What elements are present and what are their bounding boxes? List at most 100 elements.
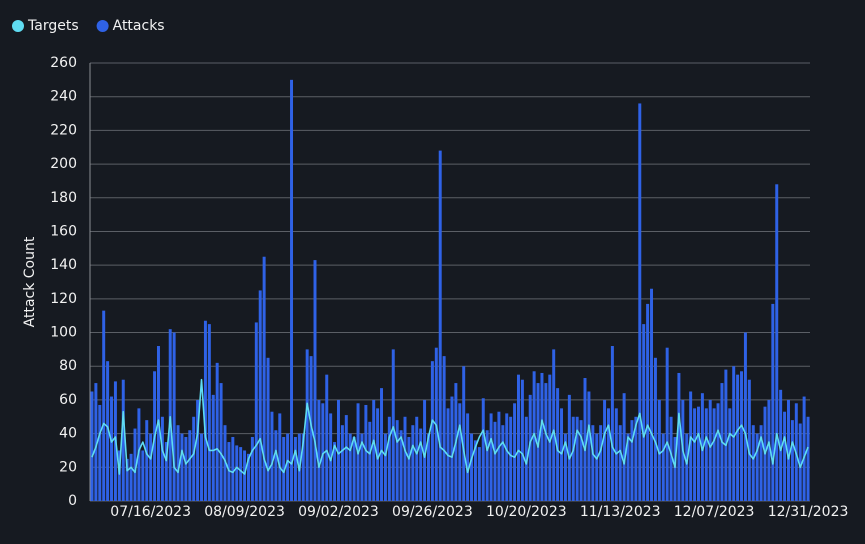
legend-marker[interactable] [96,20,109,32]
bar [180,433,184,501]
bar [493,421,497,501]
bar [743,332,747,501]
bar [102,310,106,501]
bar [98,404,102,501]
bar [556,388,560,501]
bar [219,383,223,501]
bar [325,374,329,501]
bar [751,425,755,501]
bar [677,372,681,501]
bar [661,433,665,501]
bar [516,374,520,501]
bar [423,399,427,501]
bar [223,425,227,501]
bar [775,184,779,502]
bar [352,436,356,501]
bar [544,383,548,501]
bar [579,420,583,501]
bar [575,416,579,501]
bar [458,403,462,501]
y-tick-label: 120 [50,291,77,307]
line [91,378,809,475]
y-tick-label: 40 [59,426,77,442]
bar [540,372,544,501]
bar [560,408,564,501]
bar [497,411,501,501]
bar [520,379,524,501]
bar [262,256,266,501]
bar [121,379,125,501]
bar [732,366,736,501]
bar [399,430,403,501]
y-tick-label: 80 [59,358,77,374]
bar [246,453,250,501]
bar [477,447,481,501]
bar [380,388,384,501]
bar [657,399,661,501]
x-tick-label: 09/02/2023 [298,504,379,520]
bar [669,416,673,501]
bar [340,425,344,501]
bar [712,408,716,501]
bar [90,391,94,501]
bar [293,436,297,501]
bar [728,408,732,501]
bar [653,357,657,501]
bar [419,428,423,501]
bar [383,433,387,501]
bar [239,447,243,501]
bar [184,436,188,501]
bar [606,408,610,501]
bar [305,349,309,501]
bar [591,425,595,501]
bar [634,416,638,501]
bar [336,399,340,501]
y-tick-label: 0 [68,493,77,509]
bar [790,420,794,501]
legend-label[interactable]: Attacks [113,18,165,34]
legend-label[interactable]: Targets [27,18,79,34]
bar [704,408,708,501]
x-tick-label: 07/16/2023 [110,504,191,520]
bar [767,399,771,501]
bar [513,403,517,501]
bar [759,425,763,501]
bar [595,433,599,501]
bar [786,399,790,501]
bar [133,428,137,501]
y-tick-label: 100 [50,325,77,341]
bar [160,416,164,501]
bar [724,369,728,501]
bar [192,416,196,501]
bar [168,329,172,501]
bar [599,425,603,501]
x-tick-label: 12/07/2023 [674,504,755,520]
bar [266,357,270,501]
bar [646,303,650,501]
x-tick-label: 08/09/2023 [204,504,285,520]
bar [798,423,802,501]
bar [254,322,258,501]
bar [250,436,254,501]
bar [481,398,485,501]
bar [395,420,399,501]
bar [317,399,321,501]
bar [587,391,591,501]
bar [638,103,642,501]
bar [548,374,552,501]
bar [290,79,294,501]
bar [329,413,333,501]
bar [411,425,415,501]
bar [501,425,505,501]
bar [321,403,325,501]
bar [426,433,430,501]
bar [622,393,626,501]
legend-marker[interactable] [12,20,24,32]
bar [673,436,677,501]
x-tick-label: 09/26/2023 [392,504,473,520]
bar [207,324,211,501]
bar [571,416,575,501]
y-tick-label: 200 [50,156,77,172]
bar [376,408,380,501]
bar [462,366,466,501]
